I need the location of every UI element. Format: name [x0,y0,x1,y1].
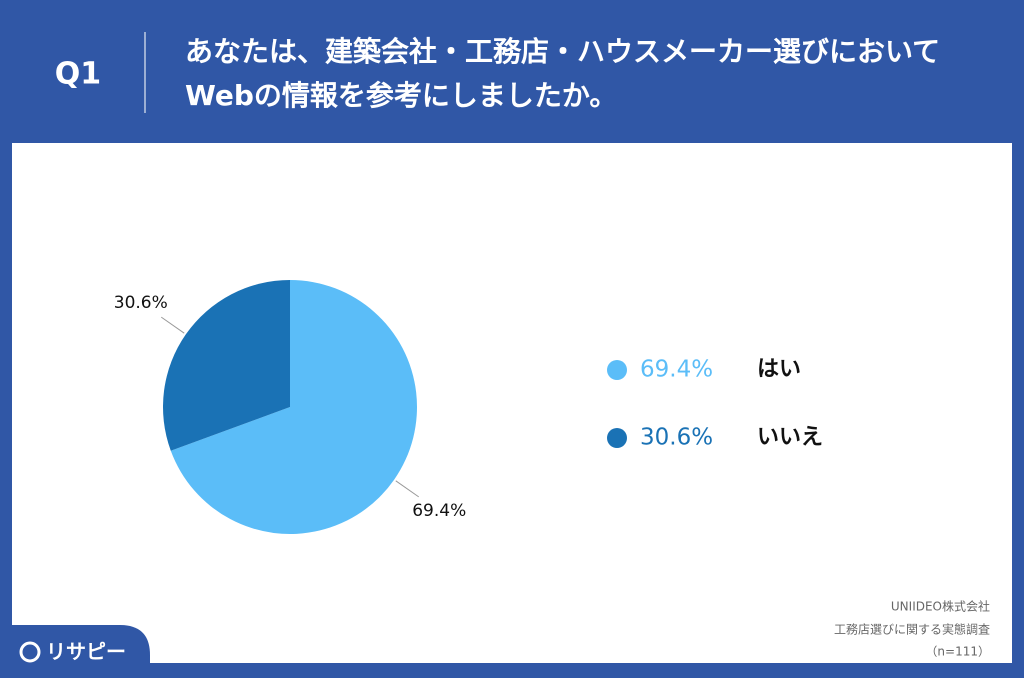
source: UNIIDEO株式会社 [891,599,990,614]
title-line: あなたは、建築会社・工務店・ハウスメーカー選びにおいて [185,35,940,68]
brand: リサピー [46,640,126,664]
legend-marker [607,360,627,380]
panel [12,143,1012,663]
brand-tab [0,625,150,678]
data-label: 30.6% [114,293,168,313]
source: 工務店選びに関する実態調査 [834,622,990,637]
title-line: Webの情報を参考にしましたか。 [185,79,617,112]
source: （n=111） [925,645,990,659]
legend-value: 30.6% [640,425,713,451]
data-label: 69.4% [412,501,466,521]
leader-line [160,316,185,334]
pie-slice [162,280,290,451]
pie-slice [170,280,417,534]
leader-line [395,480,420,498]
brand-icon [19,641,41,663]
legend-label: いいえ [757,425,823,450]
legend-value: 69.4% [640,357,713,383]
legend-label: はい [757,357,801,382]
question-number: Q1 [55,57,101,92]
legend-marker [607,428,627,448]
